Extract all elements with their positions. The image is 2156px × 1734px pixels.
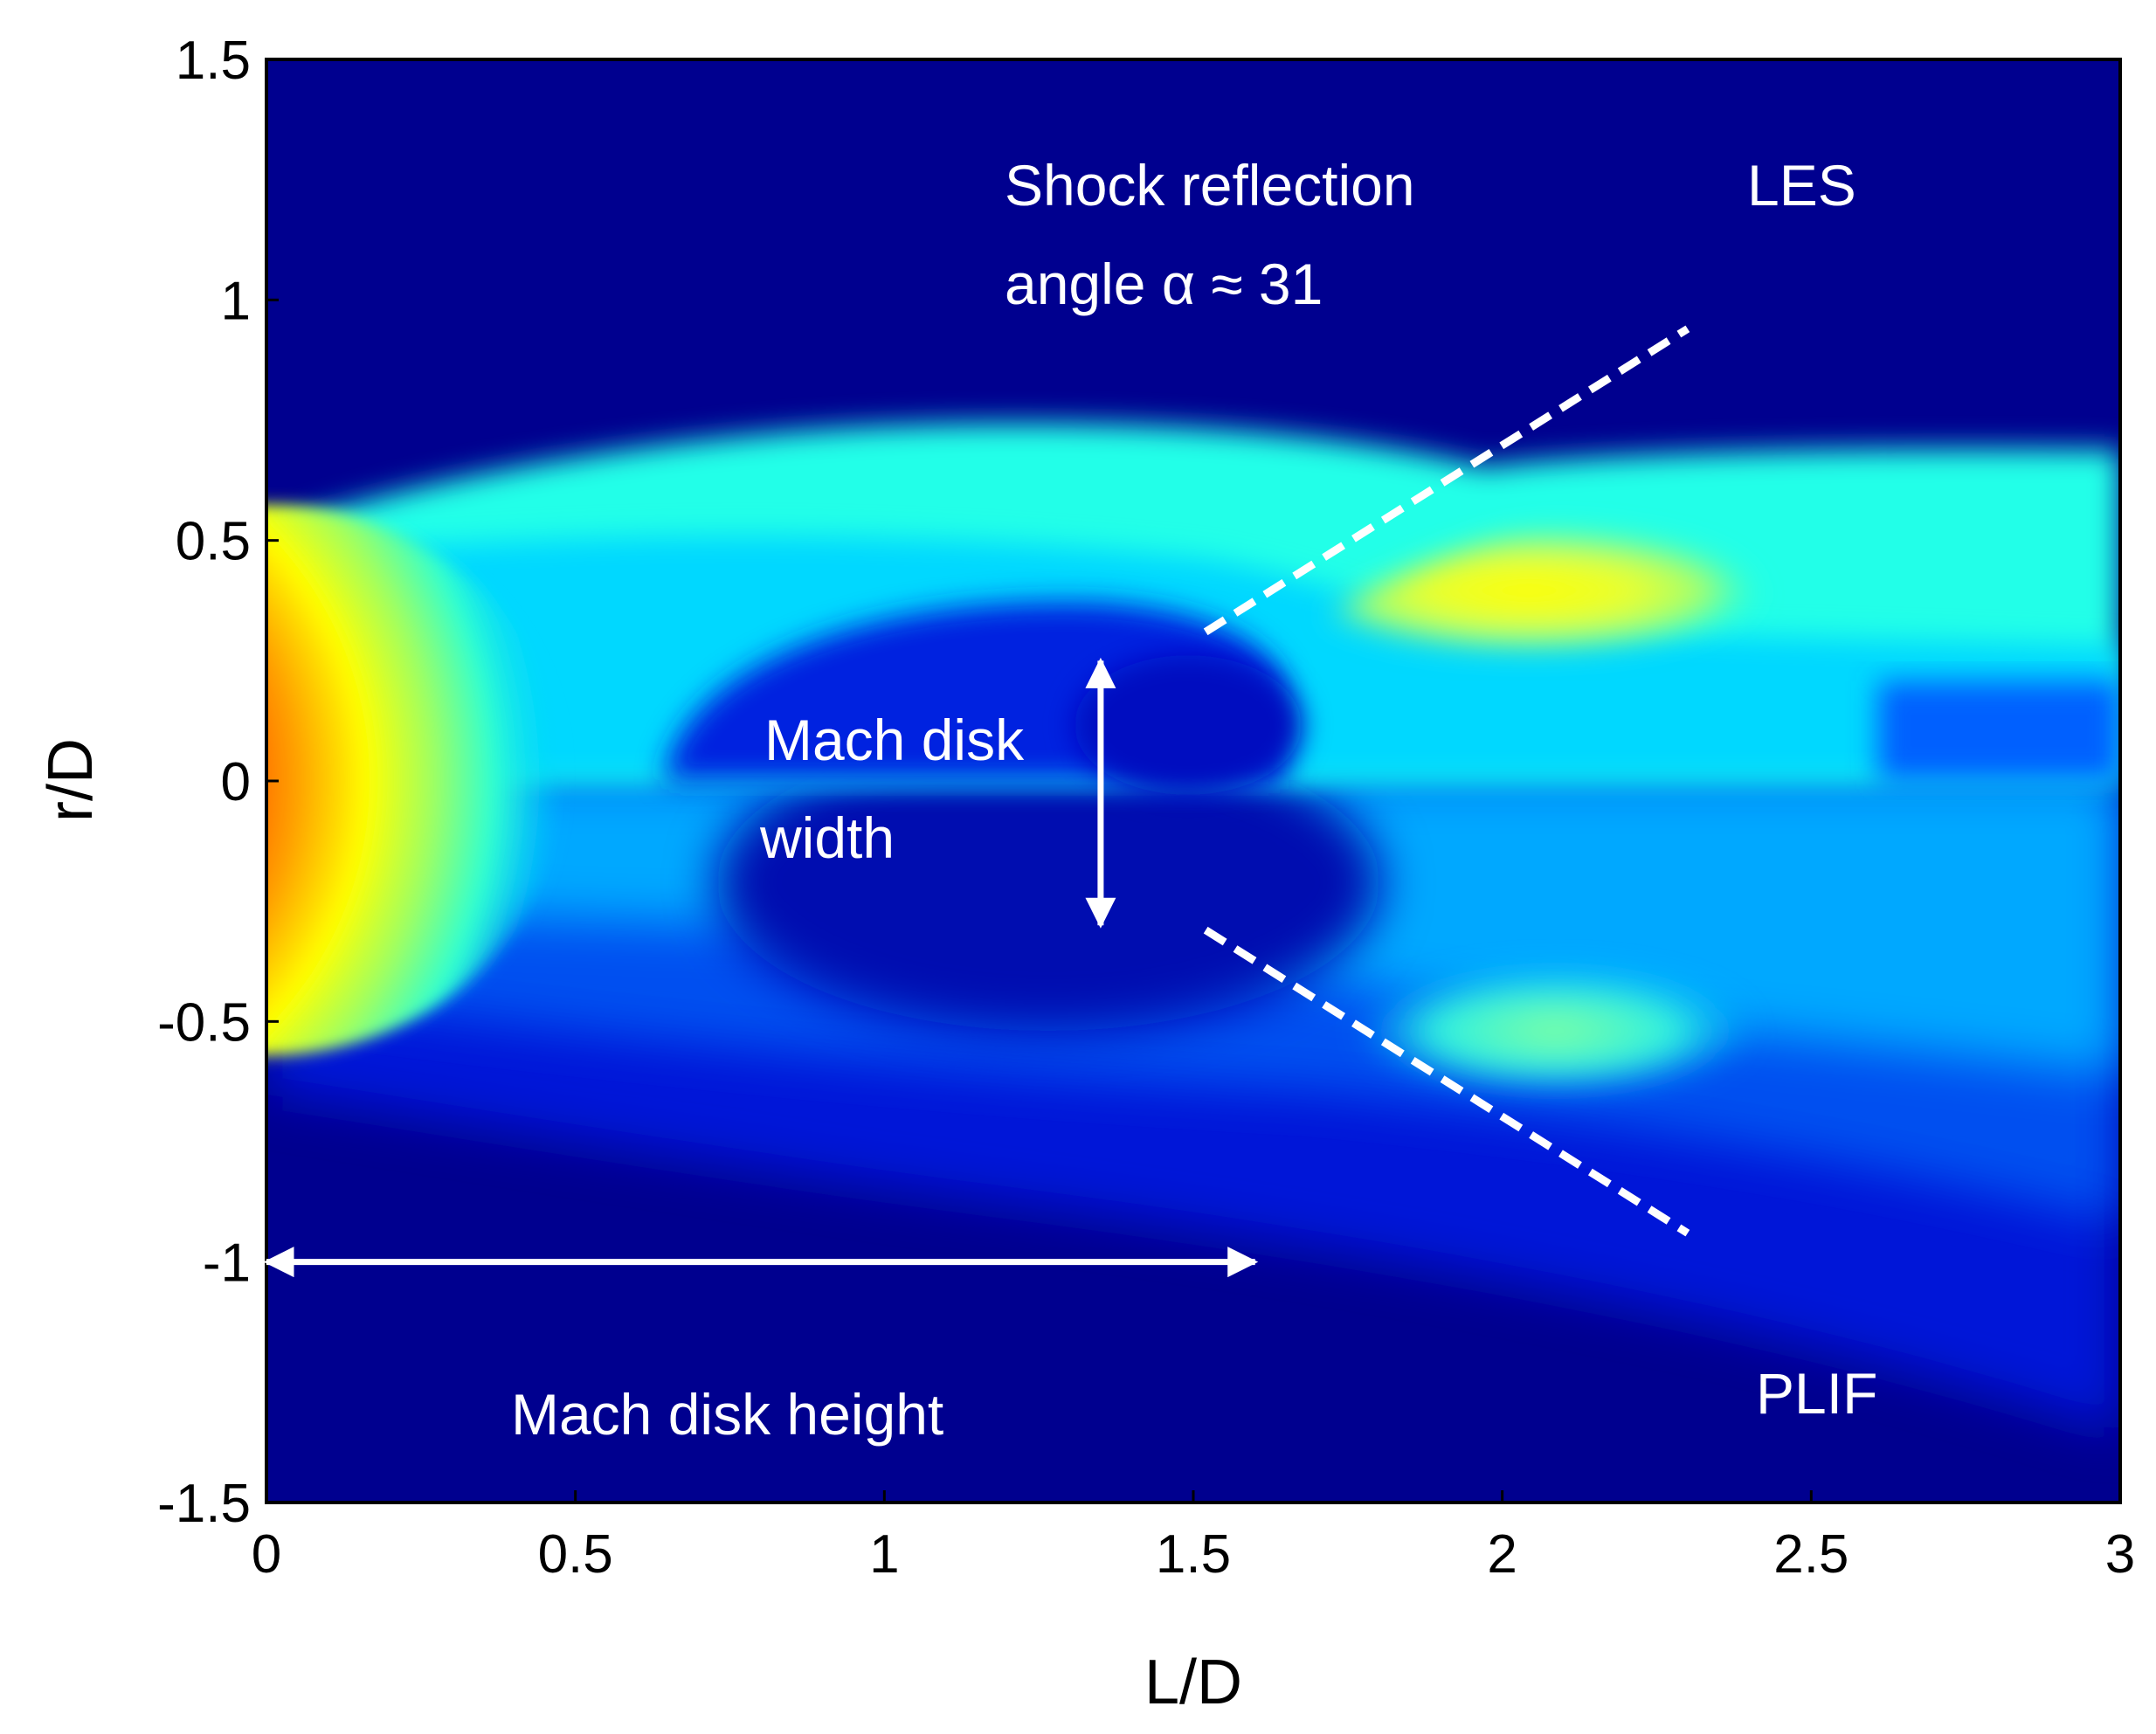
les-core (266, 505, 563, 1055)
shock-reflection-line-1: Shock reflection (1005, 153, 1415, 218)
x-tick-label: 2.5 (1773, 1524, 1848, 1585)
y-tick-label: -1.5 (157, 1474, 251, 1534)
les-yellow-cell (1293, 526, 1766, 655)
les-deep-core (1075, 655, 1302, 795)
panel-label-plif: PLIF (1756, 1361, 1877, 1426)
x-tick-label: 0.5 (538, 1524, 613, 1585)
x-axis-label: L/D (1144, 1648, 1242, 1717)
x-tick-label: 1.5 (1156, 1524, 1231, 1585)
x-tick-label: 0 (252, 1524, 281, 1585)
panel-label-les: LES (1747, 153, 1856, 218)
annotations: LES PLIF Shock reflection angle α ≈ 31 M… (263, 153, 1877, 1447)
mach-disk-width-line-2: width (759, 805, 895, 870)
y-tick-label: 1.5 (176, 31, 251, 91)
les-right-blue (1878, 681, 2120, 780)
y-tick-label: -1 (203, 1233, 251, 1294)
y-tick-label: -0.5 (157, 992, 251, 1053)
mach-disk-width-line-1: Mach disk (764, 708, 1025, 772)
plif-dark-core (716, 734, 1380, 1031)
x-tick-label: 2 (1487, 1524, 1517, 1585)
x-axis-ticks: 0 0.5 1 1.5 2 2.5 3 (252, 1490, 2135, 1585)
y-axis-label: r/D (36, 738, 106, 822)
y-tick-label: 1 (221, 271, 251, 331)
x-tick-label: 1 (869, 1524, 899, 1585)
y-tick-label: 0.5 (176, 512, 251, 572)
shock-reflection-line-2: angle α ≈ 31 (1005, 252, 1323, 316)
x-tick-label: 3 (2105, 1524, 2135, 1585)
shock-line-upper (1203, 325, 1690, 636)
heatmap-field (266, 59, 2120, 1503)
y-axis-ticks: 1.5 1 0.5 0 -0.5 -1 -1.5 (157, 31, 279, 1534)
plif-green-spot (1354, 965, 1756, 1096)
shock-line-lower (1203, 926, 1690, 1237)
mach-disk-height-label: Mach disk height (511, 1382, 943, 1447)
y-tick-label: 0 (221, 752, 251, 812)
les-field (266, 423, 2120, 1055)
